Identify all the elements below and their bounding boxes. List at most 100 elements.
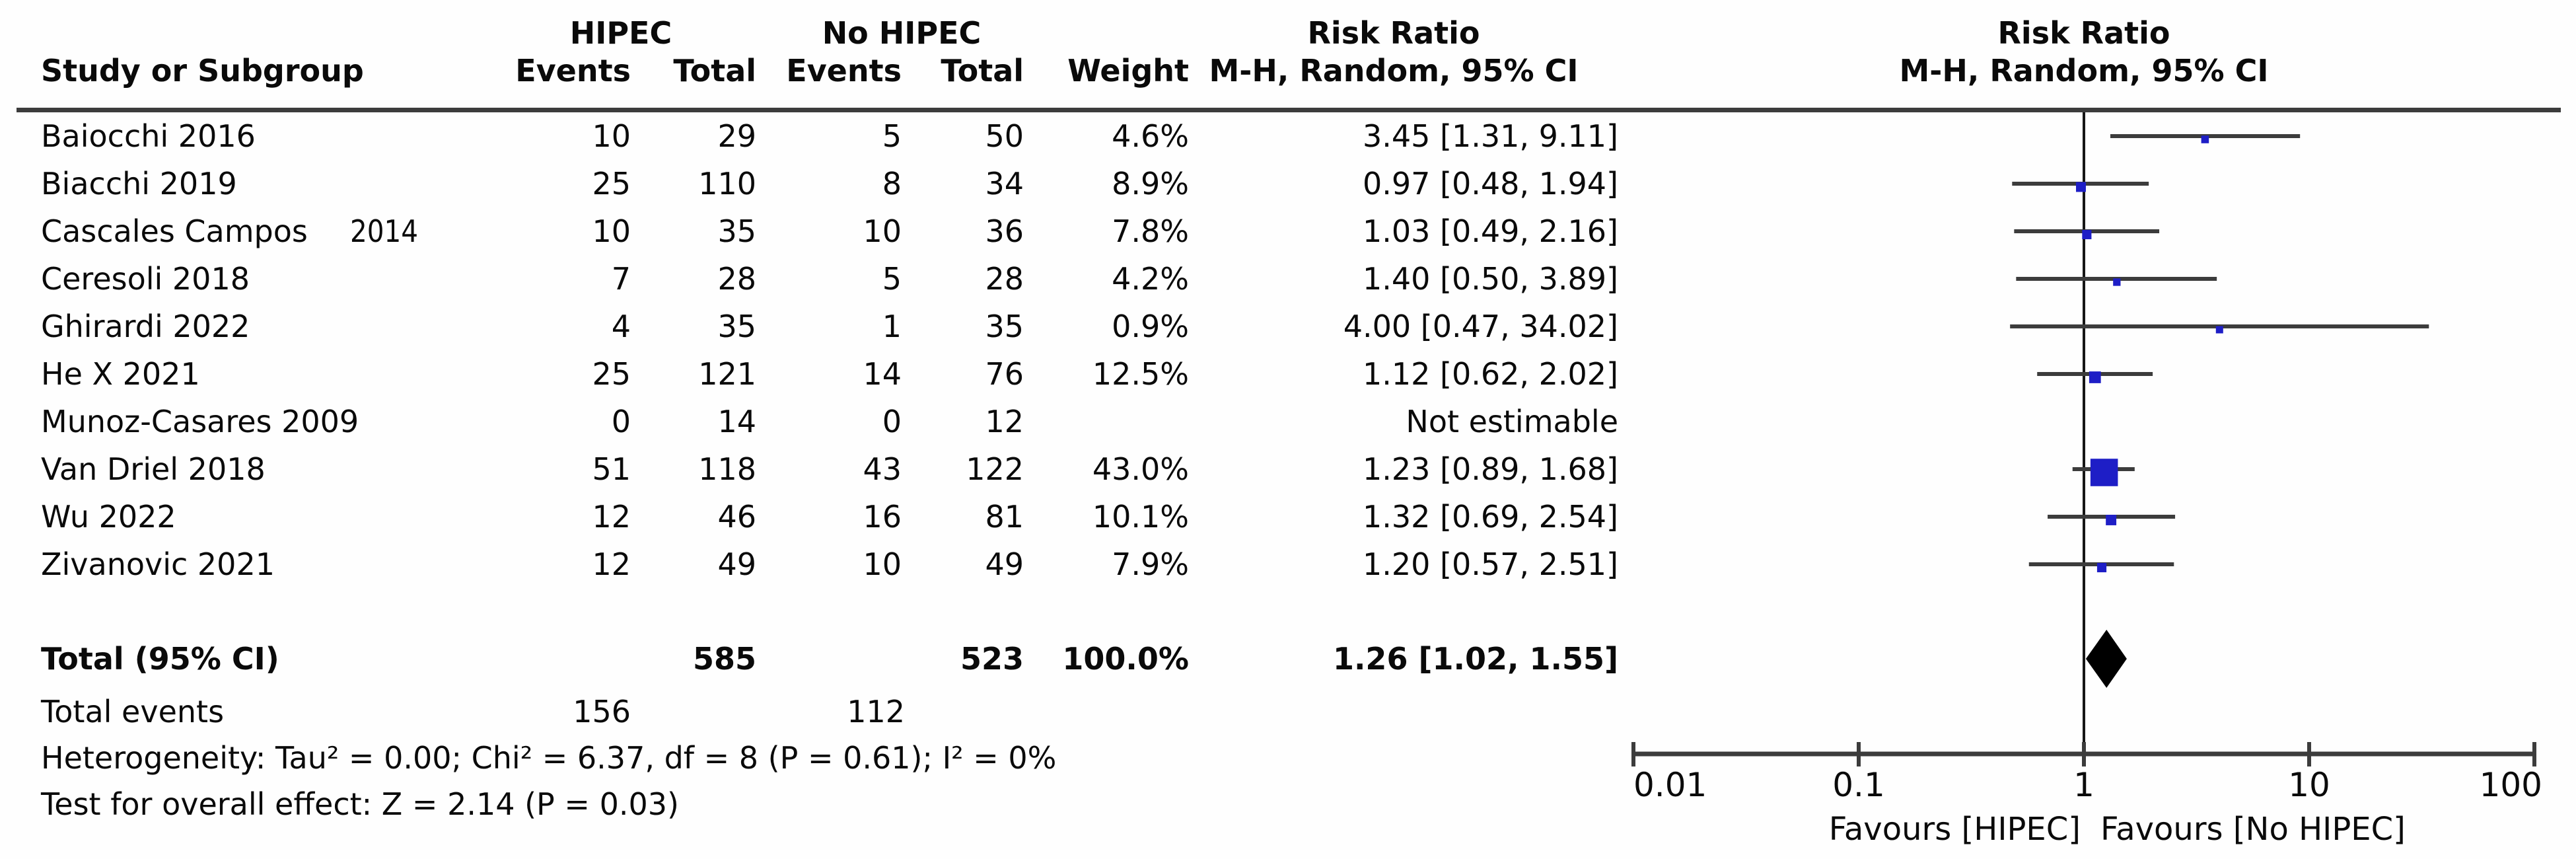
- study-total1-cell: 29: [717, 118, 756, 154]
- favours-right-label: Favours [No HIPEC]: [2100, 811, 2406, 848]
- total-row-rr: 1.26 [1.02, 1.55]: [1332, 641, 1618, 677]
- study-events1-cell: 0: [611, 404, 631, 439]
- study-column-header: Study or Subgroup: [41, 53, 364, 89]
- study-total2-cell: 122: [966, 451, 1024, 487]
- study-weight-cell: 8.9%: [1112, 166, 1189, 202]
- study-events1-cell: 25: [592, 166, 631, 202]
- effect-square-marker: [2090, 459, 2118, 486]
- study-total2-cell: 49: [985, 546, 1024, 582]
- study-row-label: He X 2021: [41, 356, 200, 392]
- study-row-label: Zivanovic 2021: [41, 546, 275, 582]
- study-total2-cell: 34: [985, 166, 1024, 202]
- study-events1-cell: 12: [592, 546, 631, 582]
- effect-square-marker: [2215, 326, 2223, 334]
- study-rr-cell: 1.03 [0.49, 2.16]: [1362, 213, 1618, 249]
- study-events2-cell: 16: [863, 499, 902, 535]
- summary-diamond: [2085, 630, 2127, 688]
- effect-square-marker: [2201, 135, 2209, 143]
- study-events1-cell: 4: [611, 309, 631, 344]
- study-total1-cell: 28: [717, 261, 756, 297]
- study-row-label: Ceresoli 2018: [41, 261, 250, 297]
- study-total2-cell: 28: [985, 261, 1024, 297]
- study-rr-cell: 0.97 [0.48, 1.94]: [1362, 166, 1618, 202]
- study-row-label: Ghirardi 2022: [41, 309, 250, 344]
- study-total1-cell: 35: [717, 309, 756, 344]
- effect-square-marker: [2076, 182, 2086, 192]
- study-total1-cell: 110: [698, 166, 756, 202]
- study-rr-cell: 1.12 [0.62, 2.02]: [1362, 356, 1618, 392]
- study-total1-cell: 46: [717, 499, 756, 535]
- study-rr-cell: Not estimable: [1406, 404, 1618, 439]
- study-events1-cell: 10: [592, 118, 631, 154]
- total-row-label: Total (95% CI): [41, 641, 279, 677]
- study-total2-cell: 50: [985, 118, 1024, 154]
- study-total2-cell: 81: [985, 499, 1024, 535]
- study-total2-cell: 35: [985, 309, 1024, 344]
- study-events1-cell: 7: [611, 261, 631, 297]
- study-weight-cell: 7.8%: [1112, 213, 1189, 249]
- total-row-total2: 523: [960, 641, 1024, 677]
- study-events2-cell: 10: [863, 213, 902, 249]
- study-row-label-year: 2014: [349, 213, 418, 249]
- study-total2-cell: 12: [985, 404, 1024, 439]
- study-total1-cell: 118: [698, 451, 756, 487]
- study-row-label: Wu 2022: [41, 499, 176, 535]
- group1-header: HIPEC: [569, 15, 672, 51]
- method-header-plot: M-H, Random, 95% CI: [1899, 53, 2269, 89]
- study-rr-cell: 1.20 [0.57, 2.51]: [1362, 546, 1618, 582]
- study-row-label: Van Driel 2018: [41, 451, 266, 487]
- weight-column-header: Weight: [1067, 53, 1189, 89]
- study-weight-cell: 0.9%: [1112, 309, 1189, 344]
- study-total1-cell: 14: [717, 404, 756, 439]
- study-weight-cell: 10.1%: [1092, 499, 1189, 535]
- study-events2-cell: 14: [863, 356, 902, 392]
- effect-square-marker: [2089, 371, 2101, 383]
- study-row-label: Biacchi 2019: [41, 166, 237, 202]
- total-events-group2: 112: [847, 694, 905, 729]
- study-weight-cell: 7.9%: [1112, 546, 1189, 582]
- overall-effect-footnote: Test for overall effect: Z = 2.14 (P = 0…: [41, 786, 679, 822]
- study-events2-cell: 10: [863, 546, 902, 582]
- study-events1-cell: 12: [592, 499, 631, 535]
- study-weight-cell: 4.6%: [1112, 118, 1189, 154]
- effect-square-marker: [2106, 515, 2117, 525]
- effect-header-table: Risk Ratio: [1307, 15, 1480, 51]
- total2-column-header: Total: [941, 53, 1024, 89]
- effect-square-marker: [2096, 562, 2107, 573]
- header-divider-rule: [17, 108, 2561, 112]
- study-total1-cell: 121: [698, 356, 756, 392]
- study-events1-cell: 10: [592, 213, 631, 249]
- group2-header: No HIPEC: [822, 15, 982, 51]
- effect-header-plot: Risk Ratio: [1997, 15, 2170, 51]
- favours-left-label: Favours [HIPEC]: [1828, 811, 2081, 848]
- study-events2-cell: 8: [882, 166, 902, 202]
- heterogeneity-footnote: Heterogeneity: Tau² = 0.00; Chi² = 6.37,…: [41, 740, 1057, 776]
- study-row-label: Cascales Campos 2014: [41, 211, 427, 251]
- study-total1-cell: 35: [717, 213, 756, 249]
- x-tick-label: 0.01: [1633, 766, 1707, 804]
- study-weight-cell: 4.2%: [1112, 261, 1189, 297]
- study-events2-cell: 0: [882, 404, 902, 439]
- study-rr-cell: 3.45 [1.31, 9.11]: [1362, 118, 1618, 154]
- study-weight-cell: 12.5%: [1092, 356, 1189, 392]
- study-events1-cell: 51: [592, 451, 631, 487]
- method-header-table: M-H, Random, 95% CI: [1209, 53, 1579, 89]
- x-tick-label: 0.1: [1832, 766, 1885, 804]
- study-events2-cell: 1: [882, 309, 902, 344]
- total-row-weight: 100.0%: [1062, 641, 1189, 677]
- study-events2-cell: 5: [882, 261, 902, 297]
- study-total2-cell: 36: [985, 213, 1024, 249]
- events2-column-header: Events: [786, 53, 902, 89]
- study-rr-cell: 1.40 [0.50, 3.89]: [1362, 261, 1618, 297]
- total-events-group1: 156: [573, 694, 631, 729]
- study-total2-cell: 76: [985, 356, 1024, 392]
- x-tick-label: 100: [2479, 766, 2542, 804]
- study-rr-cell: 4.00 [0.47, 34.02]: [1343, 309, 1618, 344]
- study-rr-cell: 1.23 [0.89, 1.68]: [1362, 451, 1618, 487]
- study-weight-cell: 43.0%: [1092, 451, 1189, 487]
- x-tick-label: 10: [2288, 766, 2330, 804]
- study-events2-cell: 43: [863, 451, 902, 487]
- total-events-label: Total events: [41, 694, 225, 729]
